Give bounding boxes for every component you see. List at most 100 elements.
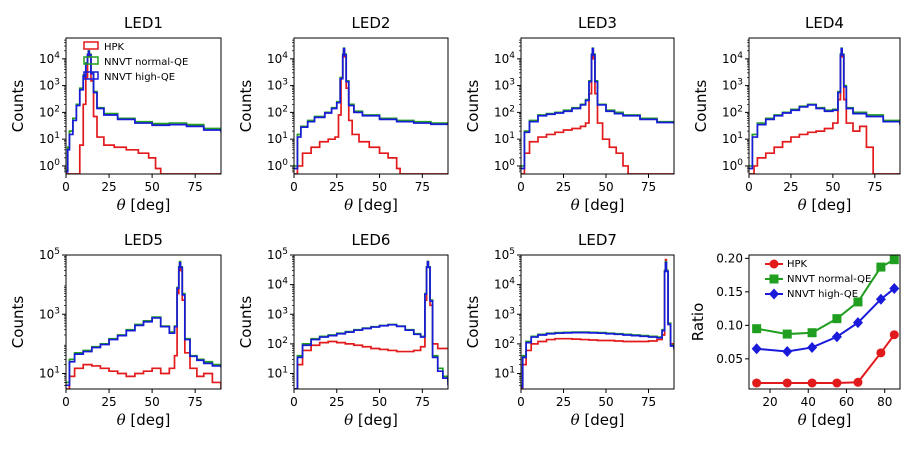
panel-title: LED5 [124,231,163,249]
series-group [751,255,900,388]
series-hpk [294,49,448,174]
axes-frame [65,254,222,390]
series-group [66,49,221,174]
y-tick-label: 102 [494,104,515,119]
panel-title: LED2 [352,14,391,32]
y-tick-label: 104 [722,51,743,66]
y-tick-label: 103 [494,306,515,321]
x-axis-label: θ [deg] [571,411,625,429]
panel-title: LED4 [805,14,844,32]
x-tick-label: 0 [290,395,298,409]
point-nnvt-normal-qe [876,262,886,272]
series-nnvt-normal-qe [294,47,448,167]
point-nnvt-normal-qe [853,297,863,307]
axes-frame [520,254,675,390]
y-axis-label: Counts [464,296,482,349]
point-nnvt-high-qe [852,317,863,329]
y-tick-label: 103 [267,306,288,321]
y-axis-label: Counts [464,80,482,133]
x-axis-label: θ [deg] [117,196,171,214]
y-tick-label: 103 [494,78,515,93]
point-nnvt-normal-qe [832,314,842,324]
x-tick-label: 50 [598,180,613,194]
y-tick-label: 102 [267,104,288,119]
x-tick-label: 25 [329,180,344,194]
series-hpk [521,49,674,174]
point-nnvt-high-qe [807,341,818,353]
x-tick-label: 25 [556,395,571,409]
y-axis-label: Counts [9,80,27,133]
point-nnvt-high-qe [831,331,842,343]
x-tick-label: 75 [867,180,882,194]
point-hpk [889,330,899,340]
legend-marker-hpk [769,259,779,269]
y-tick-label: 101 [267,131,288,146]
panel-title: LED1 [124,14,163,32]
series-hpk [521,258,674,389]
legend-label-nnvt-high-qe: NNVT high-QE [104,72,175,83]
x-axis-label: θ [deg] [798,196,852,214]
series-group [66,260,221,389]
legend-label-nnvt-normal-qe: NNVT normal-QE [787,274,871,285]
series-nnvt-high-qe [521,261,674,388]
point-hpk [853,377,863,387]
panel-6: 0 25 50 75 101 102 103 104 105 LED6 θ [deg] Counts [237,231,449,429]
panel-title: LED7 [578,231,617,249]
x-tick-label: 75 [188,180,203,194]
y-tick-label: 103 [39,78,60,93]
x-tick-label: 0 [62,180,70,194]
axes-frame [65,37,222,175]
series-hpk [749,49,900,174]
series-group [294,260,448,389]
series-hpk [66,51,221,174]
x-tick-label: 25 [101,395,116,409]
x-tick-label: 0 [517,395,525,409]
panel-4: 0 25 50 75 100 101 102 103 104 LED4 θ [deg] Counts [692,14,901,214]
y-tick-label: 0.15 [716,285,743,299]
y-tick-label: 101 [722,131,743,146]
y-tick-label: 101 [39,366,60,381]
series-nnvt-normal-qe [66,49,221,171]
x-axis-label: θ [deg] [344,196,398,214]
series-nnvt-high-qe [294,47,448,170]
x-tick-label: 0 [290,180,298,194]
x-tick-label: 25 [783,180,798,194]
y-axis-label: Counts [237,80,255,133]
point-nnvt-normal-qe [889,255,899,265]
x-tick-label: 60 [839,395,854,409]
y-tick-label: 105 [267,247,288,262]
x-tick-label: 25 [329,395,344,409]
series-group [521,47,674,174]
y-tick-label: 100 [39,158,60,173]
point-nnvt-high-qe [889,283,900,294]
x-tick-label: 50 [372,395,387,409]
panel-7: 0 25 50 75 101 102 103 104 105 LED7 θ [deg] Counts [464,231,675,429]
x-tick-label: 50 [144,395,159,409]
panel-8: 20 40 60 80 0.05 0.10 0.15 0.20 θ [deg] Ratio HPK N… [689,251,901,429]
point-nnvt-high-qe [782,345,793,357]
x-tick-label: 25 [101,180,116,194]
y-tick-label: 103 [267,78,288,93]
panel-5: 0 25 50 75 101 103 105 LED5 θ [deg] Counts [9,231,222,429]
y-tick-label: 0.10 [716,318,743,332]
x-tick-label: 0 [517,180,525,194]
y-tick-label: 101 [494,366,515,381]
series-nnvt-normal-qe [521,260,674,387]
y-tick-label: 100 [494,158,515,173]
series-nnvt-normal-qe [749,47,900,167]
point-nnvt-high-qe [751,343,762,355]
point-hpk [782,378,792,388]
point-nnvt-high-qe [875,293,886,305]
axes-frame [748,254,901,390]
point-nnvt-normal-qe [782,329,792,339]
point-hpk [876,348,886,358]
legend-label-nnvt-high-qe: NNVT high-QE [787,289,858,300]
x-axis-label: θ [deg] [344,411,398,429]
x-tick-label: 0 [745,180,753,194]
x-tick-label: 25 [556,180,571,194]
x-tick-label: 75 [641,180,656,194]
y-tick-label: 100 [722,158,743,173]
legend-marker-nnvt-high-qe [769,288,779,300]
legend-marker-nnvt-normal-qe [769,274,779,284]
point-nnvt-normal-qe [807,328,817,338]
